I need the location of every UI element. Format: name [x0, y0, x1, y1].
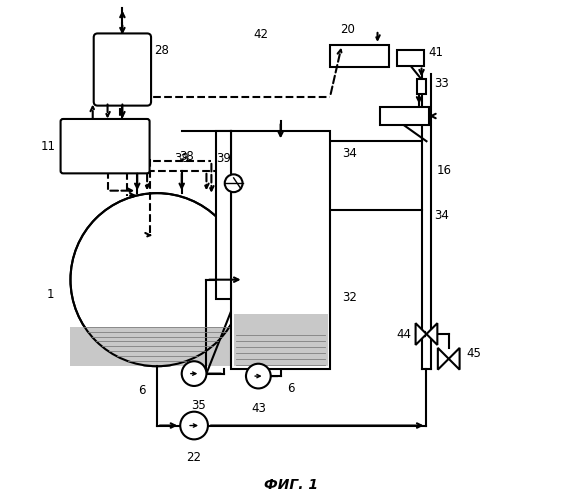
Text: 20: 20 [340, 24, 356, 36]
Bar [397, 50, 424, 66]
FancyBboxPatch shape [60, 119, 149, 174]
Text: 16: 16 [436, 164, 451, 177]
Bar [417, 80, 426, 94]
Text: 28: 28 [155, 44, 170, 57]
Polygon shape [449, 348, 460, 370]
Bar [70, 328, 243, 366]
Text: 35: 35 [192, 399, 206, 412]
Text: 41: 41 [429, 46, 444, 60]
Bar [216, 132, 231, 300]
Text: 6: 6 [287, 382, 294, 395]
Bar [330, 45, 389, 67]
Polygon shape [438, 348, 449, 370]
Text: 44: 44 [397, 328, 412, 340]
Text: 11: 11 [41, 140, 56, 152]
Circle shape [246, 364, 271, 388]
Text: 34: 34 [342, 147, 357, 160]
Circle shape [182, 361, 206, 386]
Text: 39: 39 [216, 152, 231, 165]
Text: 34: 34 [434, 209, 449, 222]
Bar [379, 106, 429, 126]
Polygon shape [426, 323, 437, 345]
Text: 42: 42 [253, 28, 268, 42]
Text: 43: 43 [251, 402, 266, 414]
Polygon shape [415, 323, 426, 345]
Text: 1: 1 [47, 288, 55, 301]
Bar [234, 314, 328, 366]
Text: 38: 38 [180, 150, 194, 162]
Text: 6: 6 [138, 384, 146, 398]
Text: 32: 32 [342, 291, 357, 304]
Text: 33: 33 [434, 78, 449, 90]
Text: 45: 45 [466, 348, 481, 360]
Circle shape [180, 412, 208, 440]
Circle shape [70, 193, 243, 366]
Circle shape [225, 174, 242, 192]
Text: ФИГ. 1: ФИГ. 1 [264, 478, 317, 492]
Bar [231, 132, 330, 368]
Text: 38: 38 [174, 152, 189, 165]
FancyBboxPatch shape [94, 34, 151, 106]
Text: 22: 22 [187, 451, 202, 464]
